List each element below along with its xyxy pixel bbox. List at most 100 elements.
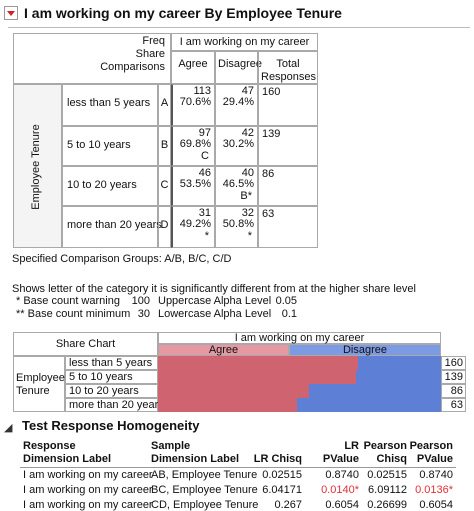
- chart-total: 86: [441, 384, 466, 398]
- count-cell: [171, 126, 215, 166]
- bar-agree: [158, 356, 358, 370]
- bar-agree: [158, 398, 298, 412]
- report-title: I am working on my career By Employee Te…: [24, 5, 342, 21]
- count-cell: [171, 84, 215, 126]
- chart-row-group: Employee Tenure: [13, 356, 65, 412]
- test-cell: I am working on my career: [23, 484, 153, 496]
- bar-disagree: [297, 398, 441, 412]
- test-cell: CD, Employee Tenure: [151, 499, 259, 511]
- test-column-header: Response Dimension Label: [23, 440, 112, 465]
- freq: 40: [241, 167, 254, 179]
- chart-column-group: I am working on my career: [158, 332, 441, 344]
- test-rule: [20, 467, 456, 468]
- share: 46.5%: [222, 178, 254, 190]
- test-column-header: LR Chisq: [253, 453, 302, 465]
- chart-total: 63: [441, 398, 466, 412]
- series-header: Disagree: [289, 344, 441, 356]
- comparison: C: [201, 150, 209, 162]
- test-cell: 0.26699: [367, 499, 407, 511]
- chart-total: 160: [441, 356, 466, 370]
- stat-label: Comparisons: [100, 61, 165, 73]
- legend-text: * Base count warning: [16, 295, 120, 307]
- bar-agree: [158, 384, 310, 398]
- test-cell: 6.04171: [262, 484, 302, 496]
- section-title: Test Response Homogeneity: [22, 418, 200, 433]
- row-letter: D: [158, 206, 171, 248]
- stat-label: Freq: [142, 35, 165, 47]
- test-cell: 0.267: [274, 499, 302, 511]
- freq: 97: [198, 127, 211, 139]
- title-bar: I am working on my career By Employee Te…: [0, 0, 474, 28]
- row-letter: B: [158, 126, 171, 166]
- column-header: Total Responses: [258, 51, 318, 84]
- column-group-header: I am working on my career: [171, 33, 318, 51]
- bar-disagree: [357, 356, 441, 370]
- freq: 42: [241, 127, 254, 139]
- test-cell: 0.02515: [262, 469, 302, 481]
- test-cell: AB, Employee Tenure: [151, 469, 258, 481]
- chart-row-label: 5 to 10 years: [65, 370, 158, 384]
- legend-text: ** Base count minimum: [16, 308, 131, 320]
- legend-text: 0.05: [275, 295, 297, 307]
- test-cell: 0.6054: [325, 499, 359, 511]
- total: 139: [258, 126, 318, 166]
- legend-text: 100: [131, 295, 150, 307]
- chart-row-label: more than 20 years: [65, 398, 164, 412]
- test-cell: I am working on my career: [23, 499, 153, 511]
- freq: 47: [241, 85, 254, 97]
- row-group-label: Employee Tenure: [30, 124, 42, 210]
- freq: 32: [241, 207, 254, 219]
- freq: 113: [193, 85, 211, 97]
- legend-text: Uppercase Alpha Level: [158, 295, 272, 307]
- test-column-header: Pearson PValue: [409, 440, 453, 465]
- freq: 31: [198, 207, 211, 219]
- bar-agree: [158, 370, 356, 384]
- series-header: Agree: [158, 344, 289, 356]
- row-label: 10 to 20 years: [62, 166, 158, 206]
- count-cell: [215, 206, 258, 248]
- test-cell: BC, Employee Tenure: [151, 484, 258, 496]
- count-cell: [215, 126, 258, 166]
- chart-row-label: 10 to 20 years: [65, 384, 158, 398]
- note: Specified Comparison Groups: A/B, B/C, C…: [12, 253, 232, 265]
- stat-label: Share: [135, 48, 165, 60]
- note: Shows letter of the category it is signi…: [12, 283, 416, 295]
- bar-disagree: [309, 384, 441, 398]
- disclosure-icon[interactable]: ◢: [4, 422, 13, 434]
- bar-disagree: [355, 370, 441, 384]
- row-label: less than 5 years: [62, 84, 158, 126]
- row-label: more than 20 years: [62, 206, 162, 248]
- red-triangle-menu[interactable]: [4, 6, 20, 22]
- legend-text: Lowercase Alpha Level: [158, 308, 272, 320]
- test-column-header: Sample Dimension Label: [151, 440, 240, 465]
- share: 50.8%: [222, 218, 254, 230]
- row-letter: C: [158, 166, 171, 206]
- test-column-header: LR PValue: [322, 440, 359, 465]
- row-label: 5 to 10 years: [62, 126, 158, 166]
- row-group-cell: [13, 84, 62, 248]
- share: 53.5%: [179, 178, 211, 190]
- comparison: *: [204, 230, 209, 242]
- count-cell: [171, 206, 215, 248]
- chart-total: 139: [441, 370, 466, 384]
- total: 86: [258, 166, 318, 206]
- stat-label-cell: [13, 33, 171, 84]
- test-cell: 0.8740: [419, 469, 453, 481]
- comparison: *: [247, 230, 252, 242]
- legend-text: 0.1: [281, 308, 297, 320]
- total: 63: [258, 206, 318, 248]
- test-cell: 0.8740: [325, 469, 359, 481]
- count-cell: [171, 166, 215, 206]
- test-cell: 0.02515: [367, 469, 407, 481]
- total: 160: [258, 84, 318, 126]
- legend-text: 30: [137, 308, 150, 320]
- share: 49.2%: [179, 218, 211, 230]
- share: 30.2%: [222, 138, 254, 150]
- chart-title-cell: Share Chart: [13, 332, 158, 356]
- share: 69.8%: [179, 138, 211, 150]
- share: 29.4%: [222, 96, 254, 108]
- column-header: Agree: [171, 51, 215, 84]
- test-cell: 0.6054: [419, 499, 453, 511]
- count-cell: [215, 166, 258, 206]
